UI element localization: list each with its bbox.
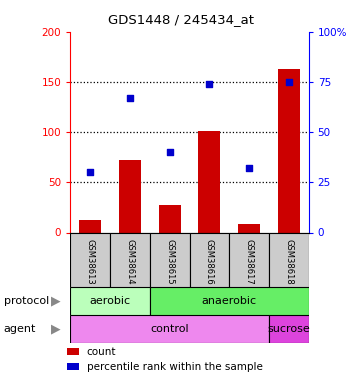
Text: GDS1448 / 245434_at: GDS1448 / 245434_at xyxy=(108,13,253,26)
Text: anaerobic: anaerobic xyxy=(202,296,257,306)
Bar xyxy=(269,315,309,343)
Bar xyxy=(110,232,150,287)
Text: GSM38617: GSM38617 xyxy=(245,239,253,285)
Text: aerobic: aerobic xyxy=(90,296,131,306)
Bar xyxy=(190,232,229,287)
Text: GSM38614: GSM38614 xyxy=(126,239,134,285)
Bar xyxy=(79,220,101,232)
Bar xyxy=(150,232,190,287)
Text: GSM38616: GSM38616 xyxy=(205,239,214,285)
Bar xyxy=(269,232,309,287)
Text: GSM38615: GSM38615 xyxy=(165,239,174,285)
Text: control: control xyxy=(151,324,189,334)
Bar xyxy=(238,225,260,232)
Point xyxy=(127,95,133,101)
Text: sucrose: sucrose xyxy=(268,324,310,334)
Point xyxy=(206,81,212,87)
Bar xyxy=(199,131,220,232)
Text: count: count xyxy=(87,347,116,357)
Point xyxy=(286,79,292,85)
Bar xyxy=(159,206,180,232)
Bar xyxy=(67,348,79,355)
Point xyxy=(87,170,93,176)
Text: percentile rank within the sample: percentile rank within the sample xyxy=(87,362,262,372)
Point xyxy=(246,165,252,171)
Text: ▶: ▶ xyxy=(51,322,61,336)
Text: ▶: ▶ xyxy=(51,294,61,307)
Text: protocol: protocol xyxy=(4,296,49,306)
Point xyxy=(167,149,173,155)
Bar xyxy=(229,232,269,287)
Bar xyxy=(67,363,79,370)
Text: GSM38613: GSM38613 xyxy=(86,239,95,285)
Text: GSM38618: GSM38618 xyxy=(284,239,293,285)
Bar xyxy=(119,160,141,232)
Bar xyxy=(278,69,300,232)
Bar xyxy=(70,287,150,315)
Text: agent: agent xyxy=(4,324,36,334)
Bar xyxy=(70,232,110,287)
Bar xyxy=(70,315,269,343)
Bar xyxy=(150,287,309,315)
